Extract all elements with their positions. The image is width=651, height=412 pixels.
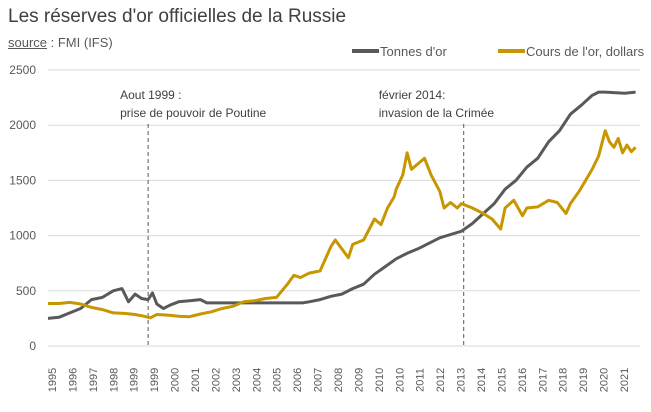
x-tick-label: 2009 [353,368,365,392]
x-tick-label: 2000 [170,368,182,392]
x-tick-label: 2016 [517,368,529,392]
y-tick-label: 2500 [9,63,36,77]
x-tick-label: 2011 [415,368,427,392]
x-tick-label: 2021 [619,368,631,392]
x-tick-label: 2006 [292,368,304,392]
x-tick-label: 2010 [374,368,386,392]
annotation-text: prise de pouvoir de Poutine [120,106,266,120]
x-tick-label: 2020 [599,368,611,392]
annotation-text: février 2014: [379,88,446,102]
y-tick-label: 2000 [9,118,36,132]
x-tick-label: 2002 [210,368,222,392]
x-tick-label: 1998 [108,368,120,392]
x-tick-label: 2008 [333,368,345,392]
x-tick-label: 1999 [129,368,141,392]
y-tick-label: 1500 [9,173,36,187]
x-tick-label: 2014 [476,368,488,392]
x-tick-label: 2015 [496,368,508,392]
x-tick-label: 2005 [272,368,284,392]
x-tick-label: 1996 [67,368,79,392]
x-tick-label: 2010 [394,368,406,392]
annotation-text: invasion de la Crimée [379,106,495,120]
legend-label: Cours de l'or, dollars [526,44,645,59]
x-tick-label: 2007 [313,368,325,392]
x-tick-label: 1997 [88,368,100,392]
x-tick-label: 2013 [456,368,468,392]
x-tick-label: 2018 [558,368,570,392]
chart-source: source : FMI (IFS) [8,35,113,50]
x-tick-label: 2004 [251,368,263,392]
legend-label: Tonnes d'or [380,44,447,59]
source-value: : FMI (IFS) [47,35,113,50]
y-tick-label: 1000 [9,229,36,243]
chart-title: Les réserves d'or officielles de la Russ… [8,6,347,27]
x-tick-label: 2012 [435,368,447,392]
y-tick-label: 0 [29,339,36,353]
x-tick-label: 1999 [149,368,161,392]
x-tick-label: 1995 [47,368,59,392]
x-tick-label: 2001 [190,368,202,392]
y-tick-label: 500 [16,284,36,298]
x-tick-label: 2019 [578,368,590,392]
series-line-tonnes [47,90,636,320]
source-label: source [8,35,48,50]
x-tick-label: 2003 [231,368,243,392]
x-tick-label: 2017 [537,368,549,392]
annotation-text: Aout 1999 : [120,88,181,102]
series-line-gold-price [48,129,637,320]
